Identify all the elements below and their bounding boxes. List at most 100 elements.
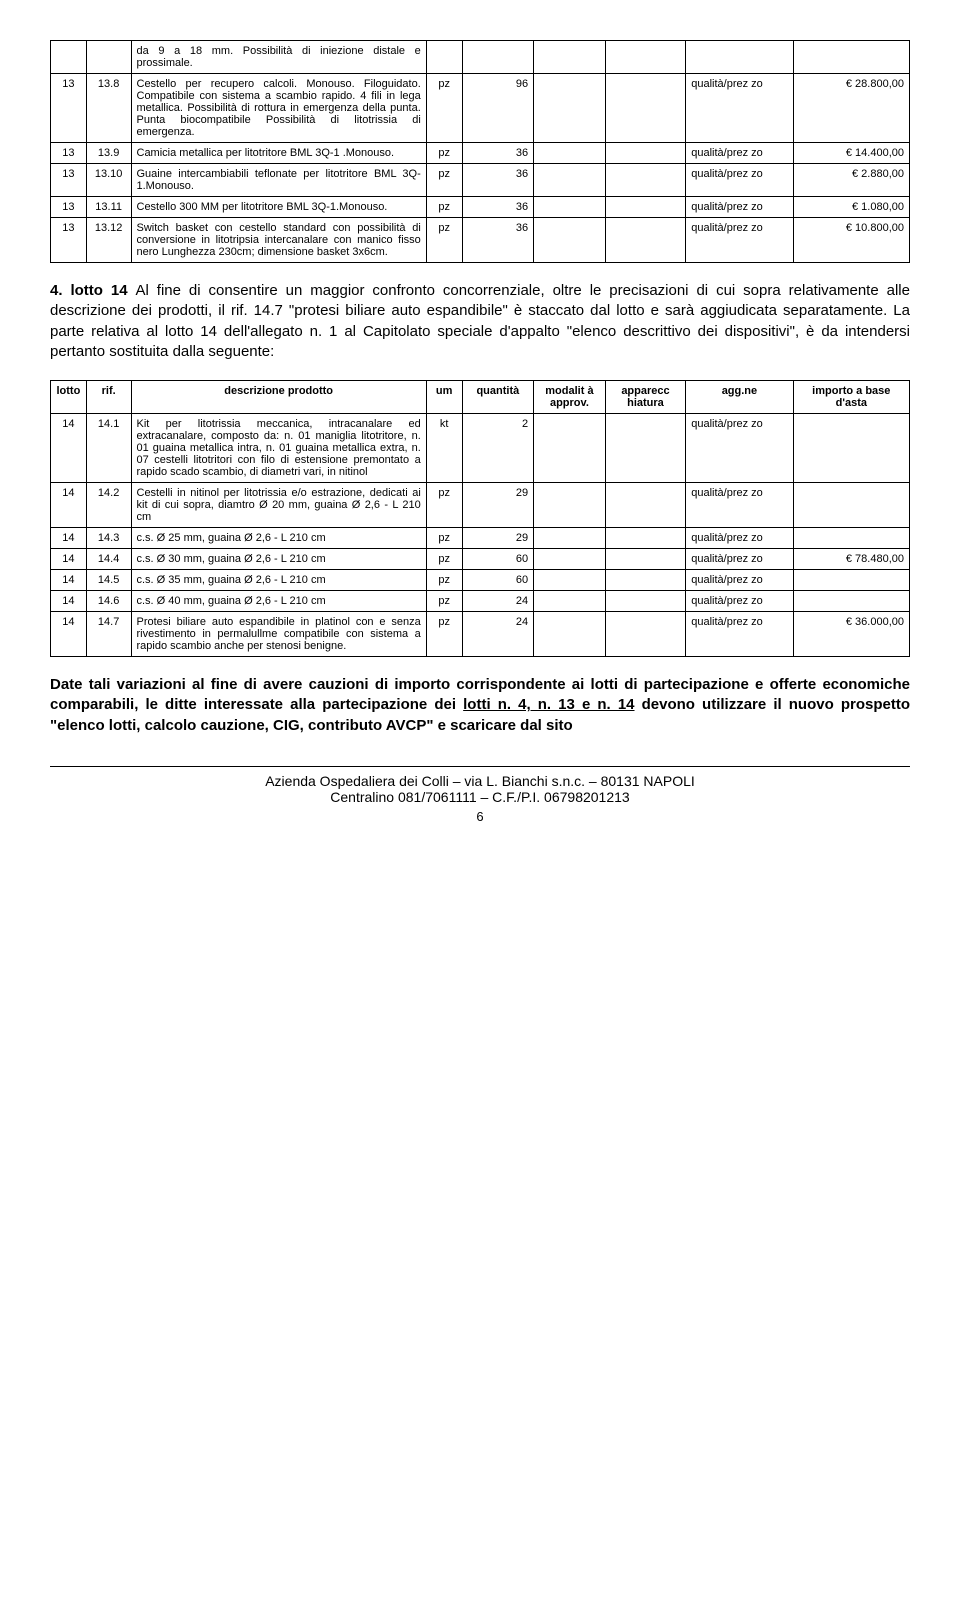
cell-rif: 14.5 — [86, 570, 131, 591]
cell-lotto: 14 — [51, 483, 87, 528]
cell-lotto: 13 — [51, 164, 87, 197]
table-row: 1313.8Cestello per recupero calcoli. Mon… — [51, 74, 910, 143]
cell-desc: Guaine intercambiabili teflonate per lit… — [131, 164, 426, 197]
cell-qty: 60 — [462, 570, 534, 591]
cell-mod — [534, 528, 606, 549]
cell-qty: 36 — [462, 143, 534, 164]
cell-app — [605, 218, 686, 263]
cell-agg: qualità/prez zo — [686, 570, 793, 591]
cell-app — [605, 143, 686, 164]
para1-prefix: 4. lotto 14 — [50, 282, 136, 299]
cell-agg: qualità/prez zo — [686, 483, 793, 528]
cell-desc: c.s. Ø 35 mm, guaina Ø 2,6 - L 210 cm — [131, 570, 426, 591]
cell-rif: 13.12 — [86, 218, 131, 263]
cell-imp — [793, 414, 909, 483]
table-row: da 9 a 18 mm. Possibilità di iniezione d… — [51, 41, 910, 74]
th-app: apparecc hiatura — [605, 381, 686, 414]
table-items-14: lotto rif. descrizione prodotto um quant… — [50, 380, 910, 657]
cell-um: kt — [426, 414, 462, 483]
cell-um: pz — [426, 591, 462, 612]
cell-qty: 29 — [462, 528, 534, 549]
cell-mod — [534, 41, 606, 74]
cell-imp — [793, 41, 909, 74]
page-number: 6 — [50, 809, 910, 824]
cell-rif: 13.8 — [86, 74, 131, 143]
table-row: 1313.11Cestello 300 MM per litotritore B… — [51, 197, 910, 218]
cell-um: pz — [426, 483, 462, 528]
footer-line1: Azienda Ospedaliera dei Colli – via L. B… — [50, 773, 910, 789]
cell-lotto: 14 — [51, 570, 87, 591]
cell-desc: Cestelli in nitinol per litotrissia e/o … — [131, 483, 426, 528]
cell-lotto: 14 — [51, 414, 87, 483]
cell-agg: qualità/prez zo — [686, 164, 793, 197]
cell-rif: 13.9 — [86, 143, 131, 164]
table-row: 1313.9Camicia metallica per litotritore … — [51, 143, 910, 164]
cell-imp — [793, 483, 909, 528]
cell-qty: 24 — [462, 612, 534, 657]
cell-mod — [534, 164, 606, 197]
cell-rif: 14.4 — [86, 549, 131, 570]
footer-line2: Centralino 081/7061111 – C.F./P.I. 06798… — [50, 789, 910, 805]
cell-desc: Cestello per recupero calcoli. Monouso. … — [131, 74, 426, 143]
page-footer: Azienda Ospedaliera dei Colli – via L. B… — [50, 766, 910, 805]
cell-imp: € 1.080,00 — [793, 197, 909, 218]
cell-rif: 13.11 — [86, 197, 131, 218]
paragraph-note: Date tali variazioni al fine di avere ca… — [50, 675, 910, 736]
cell-um: pz — [426, 549, 462, 570]
cell-desc: Switch basket con cestello standard con … — [131, 218, 426, 263]
cell-lotto: 13 — [51, 74, 87, 143]
cell-app — [605, 591, 686, 612]
cell-imp: € 14.400,00 — [793, 143, 909, 164]
cell-um: pz — [426, 570, 462, 591]
cell-agg — [686, 41, 793, 74]
cell-qty: 29 — [462, 483, 534, 528]
th-rif: rif. — [86, 381, 131, 414]
cell-imp — [793, 570, 909, 591]
cell-lotto: 13 — [51, 143, 87, 164]
cell-qty: 36 — [462, 197, 534, 218]
cell-lotto: 13 — [51, 218, 87, 263]
cell-um: pz — [426, 164, 462, 197]
th-desc: descrizione prodotto — [131, 381, 426, 414]
cell-qty: 60 — [462, 549, 534, 570]
cell-imp: € 36.000,00 — [793, 612, 909, 657]
cell-app — [605, 612, 686, 657]
th-agg: agg.ne — [686, 381, 793, 414]
cell-mod — [534, 570, 606, 591]
cell-lotto: 13 — [51, 197, 87, 218]
cell-mod — [534, 612, 606, 657]
cell-app — [605, 41, 686, 74]
table-header-row: lotto rif. descrizione prodotto um quant… — [51, 381, 910, 414]
cell-qty: 36 — [462, 218, 534, 263]
cell-mod — [534, 414, 606, 483]
cell-imp: € 10.800,00 — [793, 218, 909, 263]
cell-imp — [793, 591, 909, 612]
th-mod: modalit à approv. — [534, 381, 606, 414]
cell-rif: 14.3 — [86, 528, 131, 549]
cell-mod — [534, 591, 606, 612]
cell-um: pz — [426, 197, 462, 218]
cell-desc: Protesi biliare auto espandibile in plat… — [131, 612, 426, 657]
table-row: 1414.3c.s. Ø 25 mm, guaina Ø 2,6 - L 210… — [51, 528, 910, 549]
cell-um: pz — [426, 528, 462, 549]
paragraph-lotto14: 4. lotto 14 Al fine di consentire un mag… — [50, 281, 910, 362]
cell-agg: qualità/prez zo — [686, 612, 793, 657]
cell-desc: c.s. Ø 40 mm, guaina Ø 2,6 - L 210 cm — [131, 591, 426, 612]
cell-agg: qualità/prez zo — [686, 549, 793, 570]
cell-rif: 14.1 — [86, 414, 131, 483]
para1-text: Al fine di consentire un maggior confron… — [50, 282, 910, 360]
cell-rif: 14.7 — [86, 612, 131, 657]
cell-um — [426, 41, 462, 74]
th-imp: importo a base d'asta — [793, 381, 909, 414]
th-um: um — [426, 381, 462, 414]
table-row: 1414.1Kit per litotrissia meccanica, int… — [51, 414, 910, 483]
table-row: 1414.7Protesi biliare auto espandibile i… — [51, 612, 910, 657]
cell-qty: 2 — [462, 414, 534, 483]
table-items-13: da 9 a 18 mm. Possibilità di iniezione d… — [50, 40, 910, 263]
cell-mod — [534, 143, 606, 164]
cell-desc: c.s. Ø 30 mm, guaina Ø 2,6 - L 210 cm — [131, 549, 426, 570]
cell-agg: qualità/prez zo — [686, 528, 793, 549]
cell-agg: qualità/prez zo — [686, 143, 793, 164]
cell-agg: qualità/prez zo — [686, 414, 793, 483]
th-qty: quantità — [462, 381, 534, 414]
